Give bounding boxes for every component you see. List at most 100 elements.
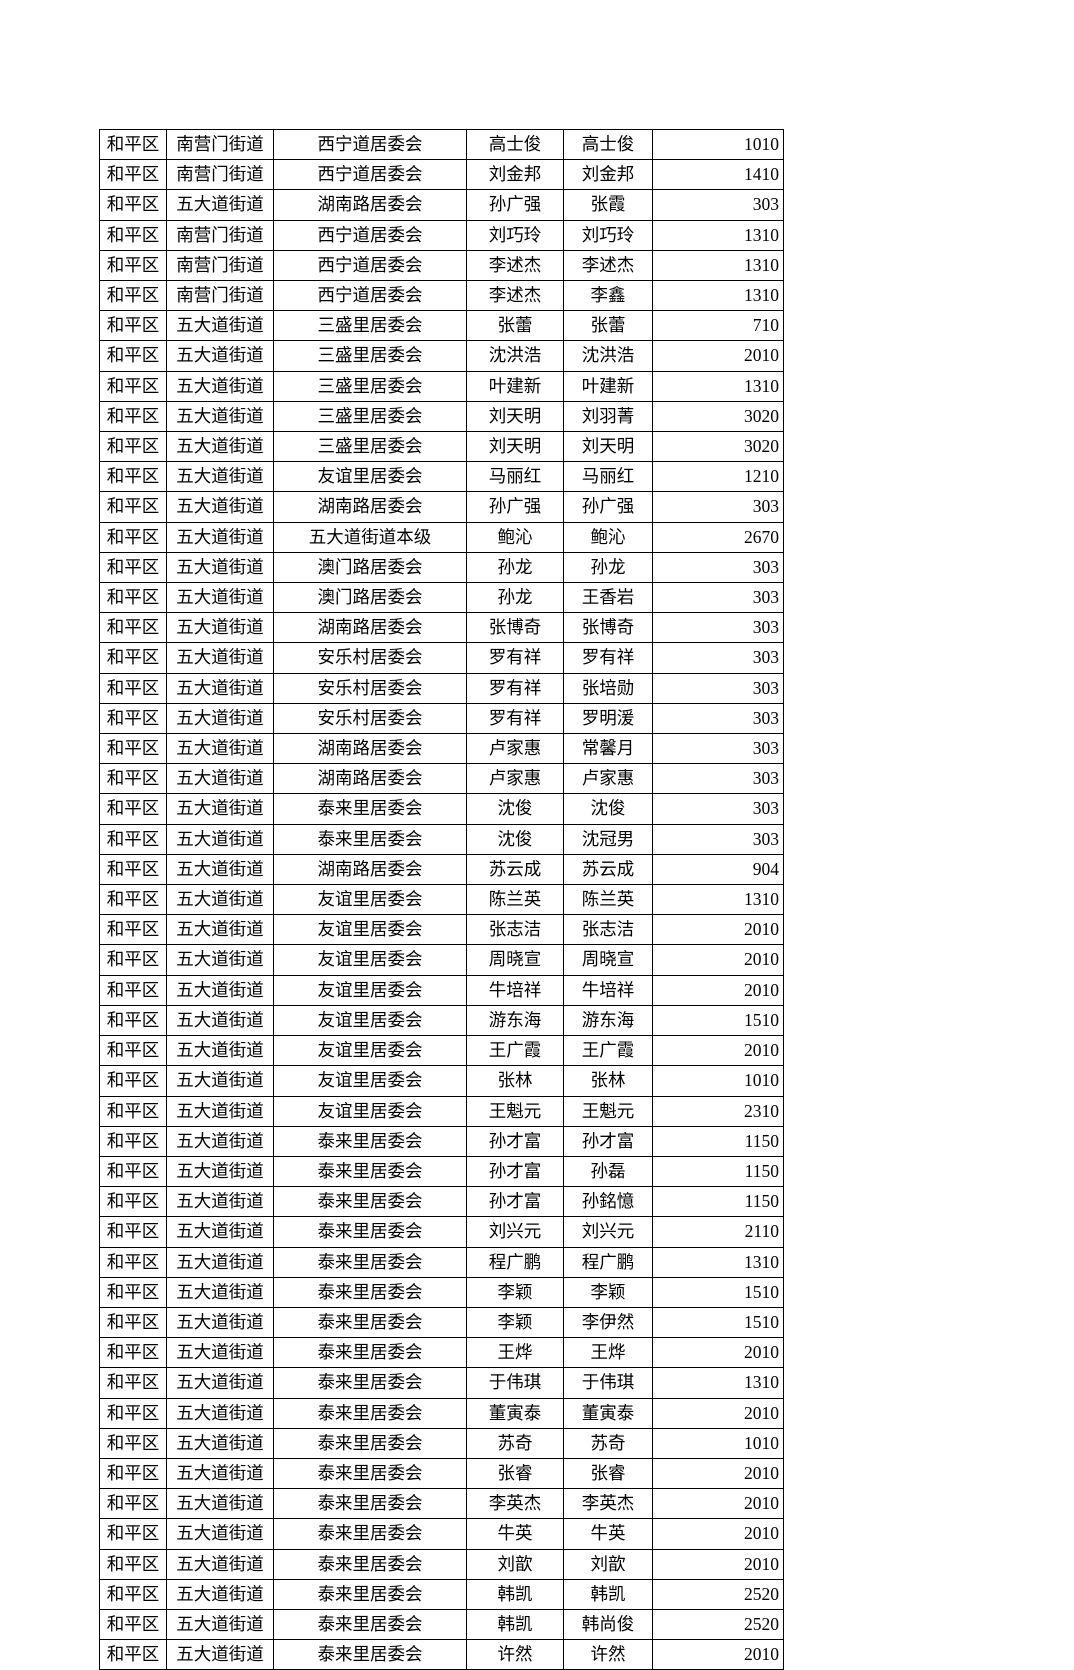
cell-person_b: 程广鹏 [563, 1246, 653, 1278]
table-row: 和平区 南营门街道 西宁道居委会 李述杰 李鑫 1310 [99, 280, 784, 312]
cell-subdistrict: 五大道街道 [166, 763, 274, 795]
cell-amount: 2310 [652, 1095, 784, 1127]
cell-person_b: 李鑫 [563, 280, 653, 312]
cell-subdistrict: 南营门街道 [166, 249, 274, 282]
cell-community: 泰来里居委会 [273, 1246, 467, 1278]
cell-subdistrict: 五大道街道 [166, 884, 274, 916]
cell-person_b: 孙磊 [563, 1155, 653, 1188]
cell-amount: 2010 [652, 944, 784, 976]
cell-person_b: 王魁元 [563, 1095, 653, 1127]
cell-amount: 2520 [652, 1578, 784, 1610]
cell-person_a: 孙才富 [466, 1125, 564, 1157]
cell-community: 泰来里居委会 [273, 1639, 467, 1670]
table-row: 和平区 五大道街道 友谊里居委会 王广霞 王广霞 2010 [99, 1035, 784, 1067]
cell-community: 友谊里居委会 [273, 1004, 467, 1037]
cell-person_b: 张蕾 [563, 310, 653, 342]
cell-person_b: 沈洪浩 [563, 340, 653, 372]
cell-amount: 1510 [652, 1276, 784, 1308]
cell-person_a: 刘巧玲 [466, 219, 564, 251]
cell-subdistrict: 五大道街道 [166, 370, 274, 402]
cell-subdistrict: 五大道街道 [166, 672, 274, 704]
table-row: 和平区 五大道街道 泰来里居委会 孙才富 孙才富 1150 [99, 1125, 784, 1157]
cell-person_a: 牛英 [466, 1518, 564, 1550]
cell-subdistrict: 五大道街道 [166, 1246, 274, 1278]
cell-person_a: 孙广强 [466, 189, 564, 221]
cell-amount: 303 [652, 793, 784, 825]
cell-person_b: 叶建新 [563, 370, 653, 402]
cell-amount: 1150 [652, 1155, 784, 1188]
cell-amount: 2010 [652, 1488, 784, 1520]
cell-person_a: 马丽红 [466, 461, 564, 493]
cell-person_a: 张蕾 [466, 310, 564, 342]
cell-subdistrict: 五大道街道 [166, 1578, 274, 1610]
cell-community: 泰来里居委会 [273, 1578, 467, 1610]
cell-person_b: 刘羽菁 [563, 400, 653, 433]
cell-person_b: 高士俊 [563, 128, 653, 161]
cell-person_a: 李颖 [466, 1306, 564, 1339]
cell-person_b: 李颖 [563, 1276, 653, 1308]
subsidy-records-table: 和平区 南营门街道 西宁道居委会 高士俊 高士俊 1010 和平区 南营门街道 西宁道居委会 刘金… [99, 128, 784, 1670]
cell-person_a: 沈洪浩 [466, 340, 564, 372]
table-row: 和平区 五大道街道 泰来里居委会 韩凯 韩凯 2520 [99, 1578, 784, 1610]
cell-person_b: 韩凯 [563, 1578, 653, 1610]
cell-community: 泰来里居委会 [273, 1306, 467, 1339]
cell-district: 和平区 [99, 1246, 167, 1278]
cell-person_a: 刘天明 [466, 431, 564, 463]
cell-community: 泰来里居委会 [273, 1337, 467, 1369]
cell-person_a: 沈俊 [466, 793, 564, 825]
table-row: 和平区 五大道街道 澳门路居委会 孙龙 孙龙 303 [99, 551, 784, 584]
cell-person_a: 孙才富 [466, 1155, 564, 1188]
cell-subdistrict: 南营门街道 [166, 159, 274, 191]
table-row: 和平区 五大道街道 友谊里居委会 马丽红 马丽红 1210 [99, 461, 784, 493]
cell-district: 和平区 [99, 1427, 167, 1459]
cell-person_a: 李述杰 [466, 249, 564, 282]
cell-amount: 1310 [652, 884, 784, 916]
cell-district: 和平区 [99, 1065, 167, 1097]
cell-subdistrict: 五大道街道 [166, 582, 274, 614]
cell-amount: 303 [652, 189, 784, 221]
cell-district: 和平区 [99, 219, 167, 251]
cell-community: 泰来里居委会 [273, 1488, 467, 1520]
table-row: 和平区 五大道街道 安乐村居委会 罗有祥 罗明湲 303 [99, 702, 784, 735]
table-row: 和平区 五大道街道 泰来里居委会 牛英 牛英 2010 [99, 1518, 784, 1550]
cell-subdistrict: 南营门街道 [166, 280, 274, 312]
cell-district: 和平区 [99, 461, 167, 493]
cell-person_b: 李述杰 [563, 249, 653, 282]
cell-amount: 2670 [652, 521, 784, 553]
cell-community: 泰来里居委会 [273, 1457, 467, 1490]
cell-amount: 1010 [652, 1065, 784, 1097]
cell-district: 和平区 [99, 1306, 167, 1339]
table-row: 和平区 五大道街道 友谊里居委会 张林 张林 1010 [99, 1065, 784, 1097]
cell-community: 泰来里居委会 [273, 1216, 467, 1248]
cell-community: 友谊里居委会 [273, 1095, 467, 1127]
cell-district: 和平区 [99, 1488, 167, 1520]
cell-subdistrict: 五大道街道 [166, 1125, 274, 1157]
table-row: 和平区 五大道街道 泰来里居委会 沈俊 沈俊 303 [99, 793, 784, 825]
cell-person_b: 常馨月 [563, 733, 653, 765]
cell-person_a: 王魁元 [466, 1095, 564, 1127]
cell-district: 和平区 [99, 1518, 167, 1550]
cell-community: 安乐村居委会 [273, 642, 467, 674]
table-row: 和平区 五大道街道 泰来里居委会 孙才富 孙銘憶 1150 [99, 1186, 784, 1218]
cell-community: 西宁道居委会 [273, 249, 467, 282]
cell-community: 友谊里居委会 [273, 1065, 467, 1097]
table-row: 和平区 五大道街道 五大道街道本级 鲍沁 鲍沁 2670 [99, 521, 784, 553]
cell-community: 湖南路居委会 [273, 612, 467, 644]
cell-district: 和平区 [99, 1155, 167, 1188]
cell-amount: 1310 [652, 370, 784, 402]
cell-person_a: 孙广强 [466, 491, 564, 523]
cell-district: 和平区 [99, 1186, 167, 1218]
cell-person_a: 孙龙 [466, 582, 564, 614]
cell-community: 泰来里居委会 [273, 1276, 467, 1308]
cell-person_b: 孙銘憶 [563, 1186, 653, 1218]
cell-district: 和平区 [99, 1548, 167, 1580]
cell-community: 泰来里居委会 [273, 793, 467, 825]
cell-district: 和平区 [99, 1004, 167, 1037]
cell-person_a: 韩凯 [466, 1578, 564, 1610]
cell-amount: 1210 [652, 461, 784, 493]
table-row: 和平区 五大道街道 泰来里居委会 于伟琪 于伟琪 1310 [99, 1367, 784, 1399]
cell-subdistrict: 五大道街道 [166, 1397, 274, 1429]
cell-district: 和平区 [99, 1095, 167, 1127]
cell-amount: 1150 [652, 1125, 784, 1157]
cell-subdistrict: 五大道街道 [166, 1095, 274, 1127]
